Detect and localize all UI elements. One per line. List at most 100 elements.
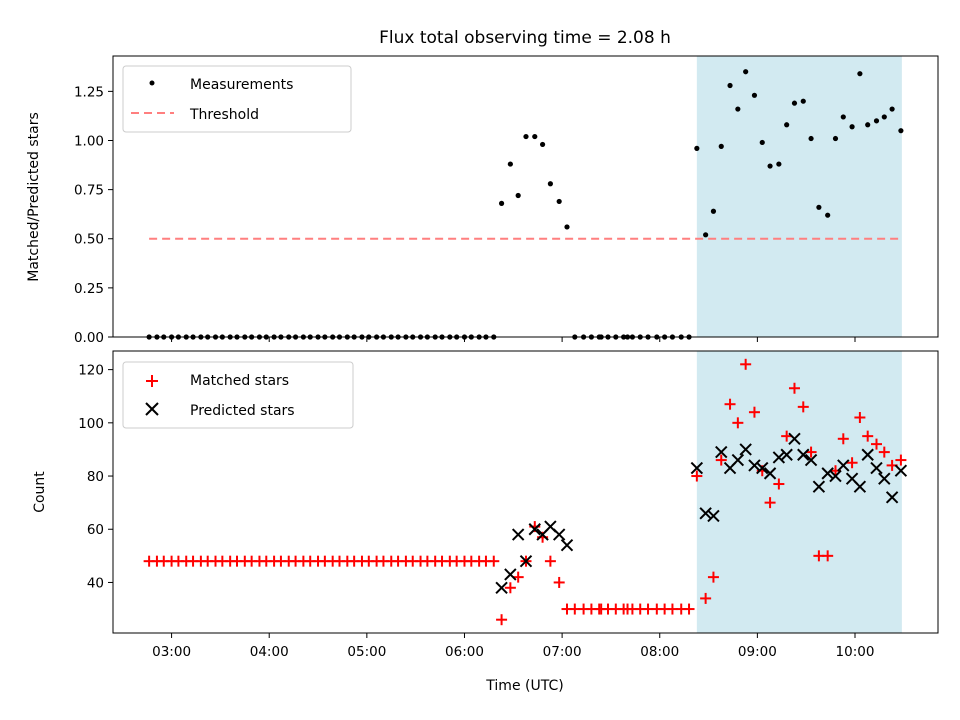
legend-matched-label: Matched stars bbox=[190, 373, 289, 389]
measurement-point bbox=[532, 133, 538, 140]
measurement-point bbox=[808, 135, 814, 142]
predicted-star-point bbox=[812, 480, 826, 493]
matched-star-point bbox=[837, 433, 849, 445]
matched-star-point bbox=[773, 478, 785, 490]
measurement-point bbox=[881, 114, 887, 120]
matched-star-point bbox=[846, 457, 858, 469]
bottom-panel: 40 60 80 100 120 03:00 04:00 05:00 06:00 07:00 08… bbox=[32, 350, 939, 694]
legend-matched-marker bbox=[146, 375, 158, 387]
measurement-point bbox=[507, 161, 513, 167]
predicted-star-point bbox=[870, 461, 883, 475]
top-y-tick-label: 1.25 bbox=[74, 84, 104, 100]
measurement-point bbox=[703, 232, 709, 238]
top-y-tick-label: 0.00 bbox=[74, 330, 104, 346]
measurement-point bbox=[727, 82, 733, 89]
measurement-point bbox=[816, 204, 822, 210]
predicted-star-point bbox=[748, 459, 761, 472]
x-tick-label: 08:00 bbox=[640, 644, 679, 660]
bottom-y-tick-label: 120 bbox=[78, 363, 104, 379]
measurement-point bbox=[791, 100, 798, 106]
matched-star-point bbox=[797, 401, 809, 413]
matched-star-point bbox=[748, 406, 760, 418]
measurement-points bbox=[146, 69, 904, 340]
x-tick-label: 07:00 bbox=[543, 644, 582, 660]
matched-star-points bbox=[143, 358, 907, 626]
matched-star-point bbox=[683, 603, 695, 615]
measurement-point bbox=[710, 208, 717, 214]
measurement-point bbox=[759, 139, 765, 146]
bottom-legend-box bbox=[122, 361, 354, 429]
measurement-point bbox=[849, 124, 855, 130]
predicted-star-point bbox=[731, 453, 745, 467]
legend-predicted-marker bbox=[145, 402, 159, 416]
top-y-tick-label: 0.75 bbox=[74, 183, 104, 199]
measurement-point bbox=[800, 98, 806, 104]
matched-star-point bbox=[707, 571, 719, 583]
predicted-star-point bbox=[560, 539, 574, 552]
measurement-point bbox=[539, 141, 546, 148]
matched-star-point bbox=[553, 576, 565, 588]
top-panel: 0.00 0.25 0.50 0.75 1.00 1.25 Matched/Predict… bbox=[26, 55, 939, 346]
predicted-star-point bbox=[772, 451, 786, 464]
bottom-shaded-region bbox=[696, 351, 902, 633]
bottom-y-ticks: 40 60 80 100 120 bbox=[78, 363, 113, 591]
predicted-star-point bbox=[894, 464, 908, 477]
predicted-star-points bbox=[495, 432, 908, 594]
predicted-star-point bbox=[829, 469, 842, 483]
matched-star-point bbox=[544, 555, 556, 567]
predicted-star-point bbox=[853, 480, 867, 493]
predicted-star-point bbox=[707, 509, 720, 523]
bottom-x-ticks: 03:00 04:00 05:00 06:00 07:00 08:00 09:00 10:00 bbox=[152, 633, 874, 660]
predicted-star-point bbox=[519, 554, 533, 568]
measurement-point bbox=[564, 224, 570, 230]
predicted-star-point bbox=[878, 472, 891, 485]
matched-star-point bbox=[488, 555, 500, 567]
predicted-star-point bbox=[739, 443, 752, 456]
bottom-plot-frame bbox=[112, 350, 939, 634]
matched-star-point bbox=[724, 398, 736, 410]
measurement-point bbox=[889, 106, 895, 112]
measurement-point bbox=[718, 143, 724, 149]
measurement-point bbox=[898, 128, 904, 134]
legend-measurement-marker bbox=[149, 80, 155, 86]
matched-star-point bbox=[822, 550, 834, 562]
predicted-star-point bbox=[699, 507, 712, 520]
top-legend: Measurements Threshold bbox=[122, 65, 352, 133]
matched-star-point bbox=[740, 358, 752, 370]
matched-star-point bbox=[732, 417, 744, 429]
measurement-point bbox=[832, 135, 839, 142]
chart-title: Flux total observing time = 2.08 h bbox=[379, 28, 671, 48]
measurement-point bbox=[857, 71, 863, 77]
predicted-star-point bbox=[511, 528, 525, 541]
predicted-star-point bbox=[885, 491, 899, 504]
x-tick-label: 10:00 bbox=[836, 644, 875, 660]
predicted-star-point bbox=[715, 445, 728, 459]
matched-star-point bbox=[715, 454, 727, 466]
top-legend-box bbox=[122, 65, 352, 133]
matched-star-point bbox=[895, 454, 907, 466]
x-tick-label: 09:00 bbox=[738, 644, 777, 660]
predicted-star-point bbox=[788, 432, 801, 445]
matched-star-point bbox=[854, 412, 866, 424]
matched-star-point bbox=[504, 582, 516, 594]
legend-predicted-label: Predicted stars bbox=[190, 403, 295, 419]
predicted-star-point bbox=[763, 467, 777, 480]
measurement-point bbox=[694, 145, 700, 151]
measurement-point bbox=[735, 106, 741, 112]
bottom-legend: Matched stars Predicted stars bbox=[122, 361, 354, 429]
x-tick-label: 05:00 bbox=[347, 644, 386, 660]
predicted-star-point bbox=[690, 461, 704, 475]
measurement-point bbox=[840, 114, 846, 120]
predicted-star-point bbox=[797, 448, 810, 461]
matched-star-point bbox=[496, 614, 508, 626]
predicted-star-point bbox=[861, 448, 874, 461]
x-tick-label: 06:00 bbox=[445, 644, 484, 660]
predicted-star-point bbox=[780, 448, 793, 461]
predicted-star-point bbox=[837, 459, 850, 472]
legend-threshold-label: Threshold bbox=[189, 107, 259, 123]
matched-star-point bbox=[764, 497, 776, 509]
predicted-star-point bbox=[552, 528, 566, 541]
matched-star-point bbox=[700, 592, 712, 604]
measurement-point bbox=[515, 192, 521, 199]
measurement-point bbox=[523, 133, 529, 140]
